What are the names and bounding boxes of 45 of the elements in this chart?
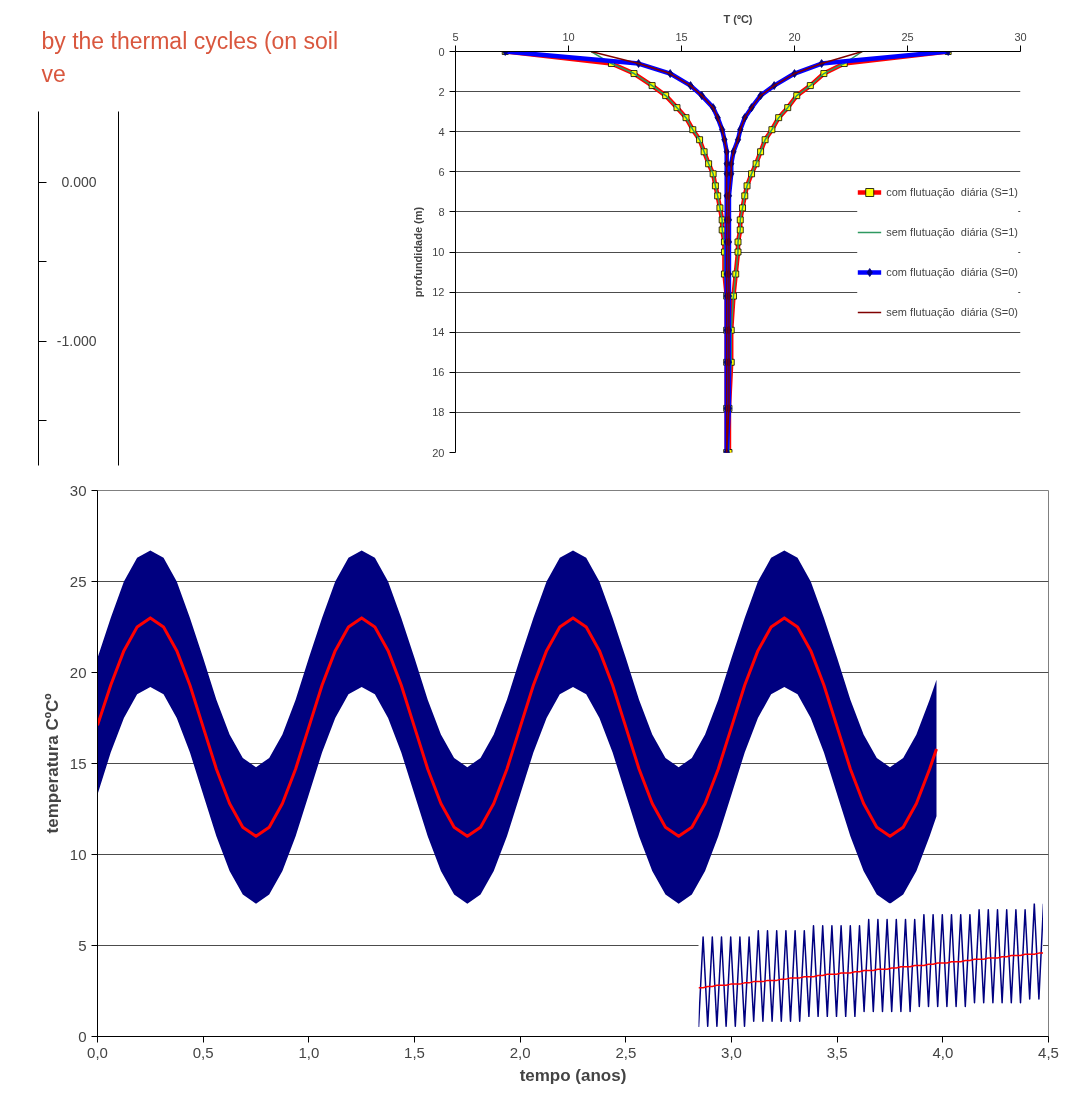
y-tick-label: 10	[432, 246, 445, 258]
y-tick-label: 8	[438, 205, 445, 218]
y-tick-label: 18	[432, 406, 445, 419]
x-tick-label: 25	[901, 30, 914, 43]
text: 0.000	[61, 174, 97, 191]
y-tick-label: 5	[78, 936, 87, 954]
y-tick-label: 16	[432, 366, 445, 379]
x-tick-label: 0,0	[87, 1043, 108, 1061]
y-axis-title: temperatura CºCº	[42, 693, 62, 834]
y-tick-label: 10	[69, 845, 87, 863]
y-tick-label: 20	[69, 663, 87, 681]
x-tick-label: 3,0	[721, 1043, 742, 1061]
y-tick-label: 14	[432, 326, 445, 339]
y-tick-label: 12	[432, 286, 445, 299]
x-tick-label: 2,5	[615, 1043, 637, 1061]
text: by the thermal cycles (on soil ve	[41, 28, 339, 87]
y-tick-label: 20	[432, 446, 445, 459]
y-axis-title: profundidade (m)	[412, 206, 425, 298]
legend-label: sem flutuação diária (S=1)	[886, 225, 1018, 238]
y-tick-label: 30	[69, 481, 87, 499]
y-tick-label: 15	[69, 754, 87, 772]
y-tick-label: 4	[438, 125, 445, 138]
x-axis-title: T (ºC)	[723, 12, 753, 25]
x-tick-label: 1,5	[404, 1043, 425, 1061]
x-tick-label: 20	[788, 30, 801, 43]
text: -1.000	[56, 333, 97, 350]
x-tick-label: 5	[452, 30, 459, 43]
x-tick-label: 3,5	[826, 1043, 848, 1061]
x-tick-label: 2,0	[509, 1043, 531, 1061]
x-tick-label: 30	[1014, 30, 1027, 43]
x-tick-label: 15	[675, 30, 688, 43]
x-tick-label: 0,5	[192, 1043, 214, 1061]
legend-label: com flutuação diária (S=1)	[886, 185, 1018, 198]
x-tick-label: 4,0	[932, 1043, 954, 1061]
y-tick-label: 6	[438, 165, 445, 178]
x-tick-label: 1,0	[298, 1043, 320, 1061]
x-tick-label: 4,5	[1038, 1043, 1059, 1061]
x-tick-label: 10	[562, 30, 575, 43]
x-axis-title: tempo (anos)	[519, 1065, 627, 1085]
y-tick-label: 2	[438, 85, 445, 98]
y-tick-label: 25	[69, 572, 87, 590]
y-tick-label: 0	[78, 1027, 87, 1045]
legend-label: sem flutuação diária (S=0)	[886, 305, 1018, 318]
y-tick-label: 0	[438, 45, 445, 58]
legend-label: com flutuação diária (S=0)	[886, 265, 1018, 278]
